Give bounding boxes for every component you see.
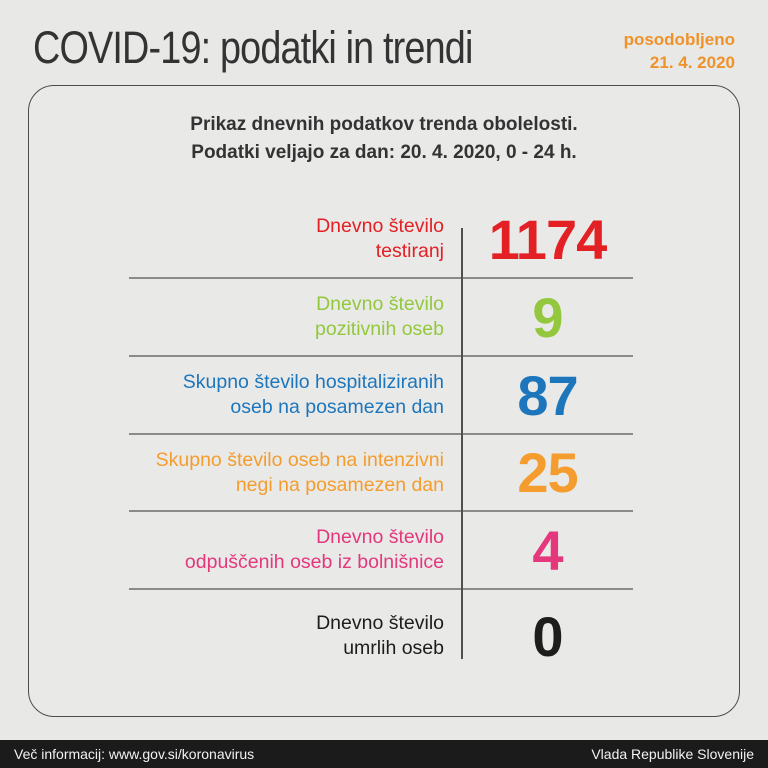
page-title: COVID-19: podatki in trendi	[33, 22, 473, 73]
stat-rows: Dnevno število testiranj 1174 Dnevno šte…	[129, 201, 633, 686]
stat-row-hospitalizirani: Skupno število hospitaliziranih oseb na …	[129, 357, 633, 435]
stat-row-intenzivna-nega: Skupno število oseb na intenzivni negi n…	[129, 435, 633, 512]
stat-row-umrli: Dnevno število umrlih oseb 0	[129, 590, 633, 682]
stat-row-pozitivni: Dnevno število pozitivnih oseb 9	[129, 279, 633, 357]
column-divider	[461, 228, 463, 659]
stat-label: Skupno število oseb na intenzivni negi n…	[155, 448, 444, 496]
stat-label: Skupno število hospitaliziranih oseb na …	[182, 371, 444, 418]
card-header-line1: Prikaz dnevnih podatkov trenda obolelost…	[190, 114, 578, 135]
footer-bar: Več informacij: www.gov.si/koronavirus V…	[0, 740, 768, 768]
footer-info-url: Več informacij: www.gov.si/koronavirus	[14, 746, 255, 762]
updated-label: posodobljeno	[623, 30, 735, 49]
stat-value: 87	[517, 363, 578, 427]
stat-label: Dnevno število umrlih oseb	[316, 612, 444, 659]
stat-row-odpusceni: Dnevno število odpuščenih oseb iz bolniš…	[129, 512, 633, 590]
card-header: Prikaz dnevnih podatkov trenda obolelost…	[29, 111, 739, 167]
updated-date: 21. 4. 2020	[649, 53, 735, 72]
card-header-line2: Podatki veljajo za dan: 20. 4. 2020, 0 -…	[191, 142, 577, 163]
info-card: Prikaz dnevnih podatkov trenda obolelost…	[28, 85, 740, 717]
stat-label: Dnevno število testiranj	[316, 215, 444, 262]
stat-label: Dnevno število pozitivnih oseb	[315, 293, 444, 340]
footer-government: Vlada Republike Slovenije	[591, 746, 754, 762]
stat-row-testiranj: Dnevno število testiranj 1174	[129, 201, 633, 279]
updated-info: posodobljeno 21. 4. 2020	[624, 28, 735, 74]
stat-value: 25	[517, 441, 578, 504]
stat-label: Dnevno število odpuščenih oseb iz bolniš…	[184, 526, 444, 573]
stat-value: 0	[532, 604, 563, 668]
stat-value: 9	[532, 285, 563, 349]
stat-value: 4	[532, 518, 563, 582]
stat-value: 1174	[488, 207, 608, 271]
